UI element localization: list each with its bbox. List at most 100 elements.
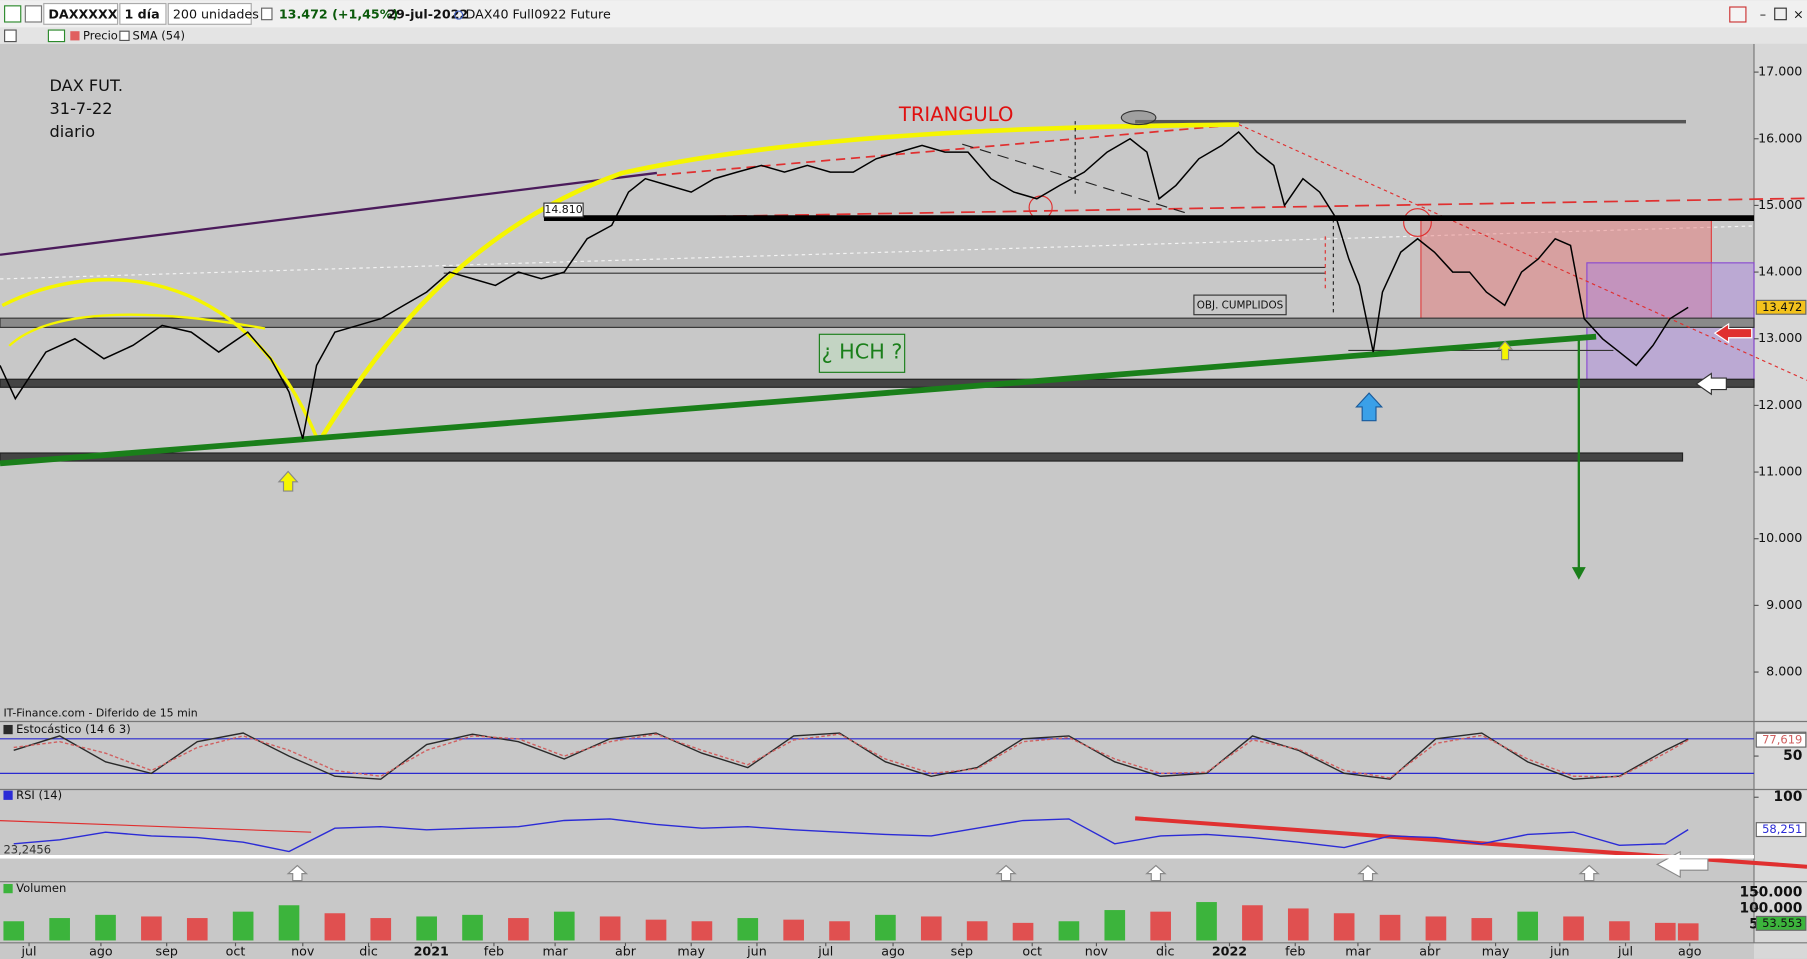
y-tick-label: 17.000 (1758, 64, 1802, 79)
toolbar-row (0, 27, 1807, 44)
volume-bar (1654, 922, 1676, 941)
y-tick-label: 13.000 (1758, 330, 1802, 345)
volume-bar (141, 916, 162, 941)
x-tick-label: nov (1085, 943, 1109, 958)
white-arrow (1578, 864, 1600, 882)
maximize-button[interactable] (1774, 7, 1787, 21)
volume-bar (1425, 916, 1447, 941)
price-legend: Precio (83, 28, 118, 42)
x-tick-label: abr (615, 943, 637, 958)
refresh-button[interactable] (1729, 6, 1747, 23)
y-tick-label: 15.000 (1758, 197, 1802, 212)
y-tick-label: 100 (1774, 789, 1803, 805)
volume-bar (1287, 908, 1309, 941)
quote: 13.472 (+1,45%) (279, 7, 398, 22)
volume-bar (186, 918, 208, 941)
last-value-box (1755, 822, 1807, 838)
y-tick-label: 10.000 (1758, 530, 1802, 545)
target-arrowhead (1571, 567, 1586, 580)
series-line (0, 131, 1689, 439)
volume-bar (1517, 911, 1538, 941)
yellow-arrow (1496, 340, 1514, 361)
close-button[interactable]: × (1793, 7, 1804, 22)
annotation: DAX FUT. (50, 76, 123, 95)
symbol: DAXXXXX (48, 7, 117, 22)
x-tick-label: sep (951, 943, 973, 958)
panel-title: Estocástico (14 6 3) (16, 722, 131, 736)
x-tick-label: mar (1345, 943, 1371, 958)
x-tick-label: jun (1549, 943, 1570, 958)
last-value-label: 53.553 (1762, 916, 1802, 930)
interval: 1 día (124, 7, 159, 22)
y-tick-label: 14.000 (1758, 264, 1802, 279)
y-tick-label: 16.000 (1758, 130, 1802, 145)
x-tick-label: sep (155, 943, 177, 958)
volume-bar (875, 914, 896, 941)
units-box[interactable] (167, 2, 252, 25)
series-line (13, 732, 1689, 780)
x-tick-label: jul (21, 943, 37, 958)
x-tick-label: feb (484, 943, 504, 958)
last-value-label: 13.472 (1762, 300, 1802, 314)
volume-bar (691, 921, 713, 941)
red-zone (1420, 218, 1712, 320)
x-tick-label: nov (291, 943, 315, 958)
annotation: OBJ. CUMPLIDOS (1197, 299, 1283, 311)
panel-title: Volumen (16, 881, 66, 895)
volume-bar (1333, 913, 1355, 941)
panel-swatch (3, 724, 13, 735)
volume-bar (1471, 918, 1493, 941)
drawings (0, 110, 1807, 944)
volume-bar (645, 919, 667, 941)
annotation: TRIANGULO (898, 103, 1014, 126)
x-tick-label: 2022 (1212, 943, 1247, 958)
note-box (1193, 294, 1287, 316)
minimize-button[interactable]: – (1760, 7, 1766, 22)
last-value-box (1755, 732, 1807, 748)
panel-swatch (3, 884, 13, 894)
interval-box[interactable] (119, 2, 167, 25)
volume-bar (370, 918, 392, 941)
chart-type-icon[interactable] (4, 5, 22, 23)
rsi-trendline (0, 820, 312, 833)
y-tick-label: 150.000 (1739, 884, 1802, 900)
volume-bar (1196, 902, 1217, 941)
white-arrow (286, 864, 309, 882)
x-tick-label: dic (359, 943, 378, 958)
yellow-curve (320, 122, 1239, 437)
series-icon[interactable] (47, 29, 66, 43)
y-tick-label: 100.000 (1739, 900, 1802, 916)
symbol-box[interactable] (43, 2, 119, 25)
support-band (0, 378, 1755, 388)
volume-bar (49, 918, 70, 941)
volume-bar (829, 921, 850, 941)
dotted-line (0, 225, 1755, 280)
volume-bar (1012, 922, 1034, 941)
panel-title: RSI (14) (16, 788, 62, 802)
price-axis-area (1753, 43, 1807, 959)
descending-line (1238, 124, 1807, 381)
volume-bar (1150, 911, 1171, 941)
settings-icon[interactable] (24, 5, 43, 23)
instrument-dot (454, 10, 464, 20)
x-tick-label: jul (1617, 943, 1633, 958)
annotation: ¿ HCH ? (822, 340, 903, 364)
info-icon[interactable] (261, 7, 273, 21)
x-tick-label: ago (89, 943, 113, 958)
y-tick-label: 12.000 (1758, 397, 1802, 412)
y-tick-label: 50 (1783, 748, 1802, 764)
x-tick-label: 2021 (414, 943, 449, 958)
x-tick-label: ago (1678, 943, 1702, 958)
panel-swatch (3, 790, 13, 800)
volume-bar (1104, 910, 1126, 941)
volume-bar (278, 905, 300, 941)
marked-level-label: 14.810 (544, 203, 582, 216)
yellow-arrow (277, 470, 299, 492)
volume-bar (1242, 905, 1263, 941)
volume-bar (1609, 921, 1630, 941)
add-button[interactable] (4, 29, 17, 43)
x-tick-label: jun (746, 943, 767, 958)
x-tick-label: ago (881, 943, 905, 958)
